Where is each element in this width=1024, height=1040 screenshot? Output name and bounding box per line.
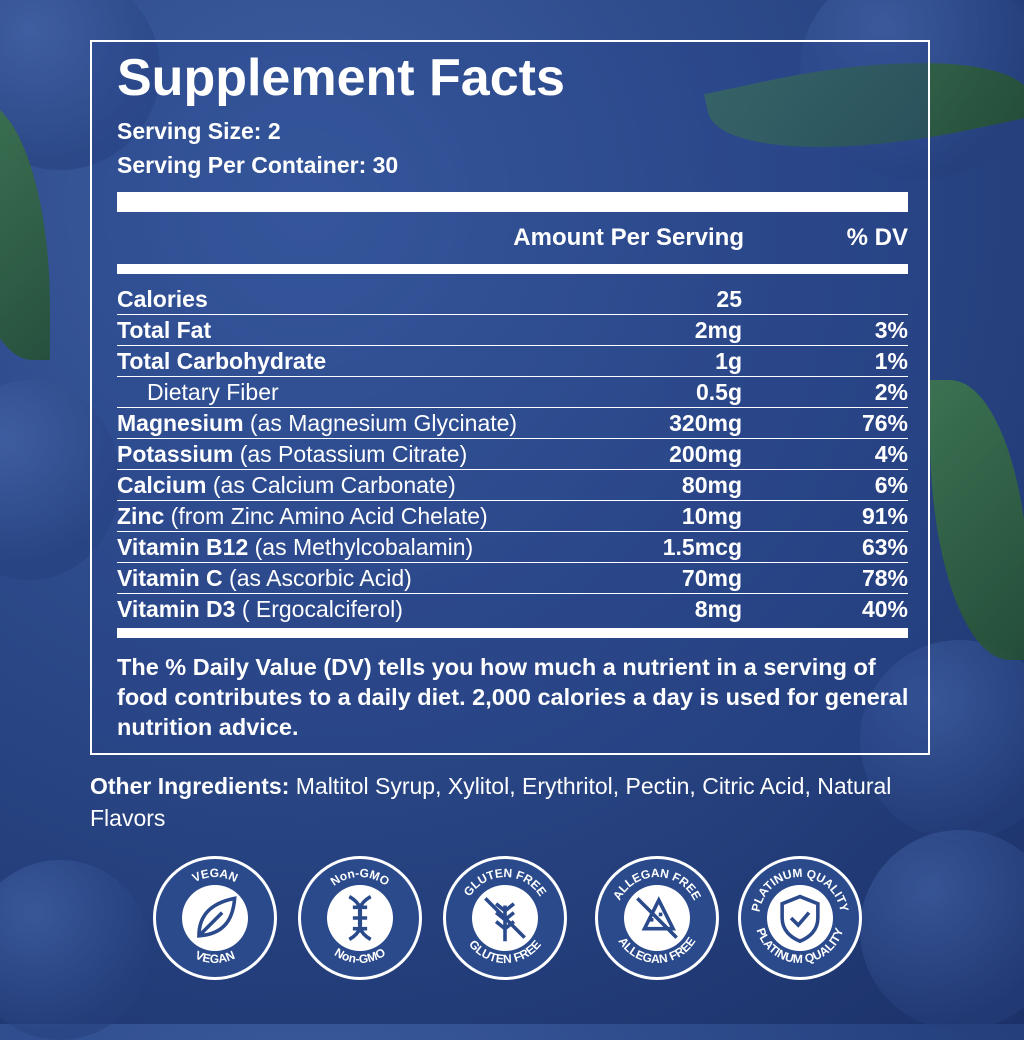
nutrient-amount: 8mg <box>694 596 742 622</box>
table-row: Calcium (as Calcium Carbonate) 80mg 6% <box>117 469 908 501</box>
table-row: Vitamin D3 ( Ergocalciferol) 8mg 40% <box>117 593 908 624</box>
table-row: Magnesium (as Magnesium Glycinate) 320mg 7… <box>117 407 908 439</box>
badge-label: Non-GMO <box>328 866 392 889</box>
other-ingredients: Other Ingredients: Maltitol Syrup, Xylit… <box>90 770 970 834</box>
nutrient-dv: 6% <box>874 472 908 498</box>
dv-note: The % Daily Value (DV) tells you how muc… <box>117 654 909 740</box>
header-amount: Amount Per Serving <box>513 224 744 251</box>
nutrient-name: Calcium (as Calcium Carbonate) <box>117 472 456 498</box>
nutrient-amount: 25 <box>716 286 742 312</box>
nutrient-name: Calories <box>117 286 208 312</box>
leaf-icon <box>197 896 237 938</box>
svg-text:VEGAN: VEGAN <box>193 948 237 966</box>
dna-icon <box>348 895 372 941</box>
nutrient-dv: 4% <box>874 441 908 467</box>
table-row: Vitamin C (as Ascorbic Acid) 70mg 78% <box>117 562 908 594</box>
nutrient-amount: 70mg <box>681 565 742 591</box>
divider-medium <box>117 628 908 638</box>
nutrient-dv: 2% <box>874 379 908 405</box>
nutrient-dv: 3% <box>874 317 908 343</box>
svg-text:Non-GMO: Non-GMO <box>328 866 392 889</box>
badge-label-bottom: VEGAN <box>193 948 237 966</box>
shield-check-icon <box>780 894 820 943</box>
table-row: Vitamin B12 (as Methylcobalamin) 1.5mcg 63… <box>117 531 908 563</box>
nutrient-name: Total Carbohydrate <box>117 348 327 374</box>
nutrient-dv: 91% <box>861 503 908 529</box>
badge-non-gmo: Non-GMO Non-GMO <box>298 856 422 980</box>
table-row: Calories 25 <box>117 283 908 315</box>
nutrient-name: Dietary Fiber <box>147 379 279 405</box>
nutrient-amount: 2mg <box>694 317 742 343</box>
nutrient-amount: 80mg <box>681 472 742 498</box>
nutrient-dv: 76% <box>861 410 908 436</box>
nutrient-name: Vitamin D3 ( Ergocalciferol) <box>117 596 403 622</box>
svg-text:Non-GMO: Non-GMO <box>332 945 388 966</box>
page-title: Supplement Facts <box>117 49 565 107</box>
nutrient-dv: 40% <box>861 596 908 622</box>
servings-per-container: Serving Per Container: 30 <box>117 152 399 178</box>
allergen-crossed-icon <box>636 896 678 939</box>
nutrient-name: Total Fat <box>117 317 212 343</box>
nutrient-name: Potassium (as Potassium Citrate) <box>117 441 468 467</box>
divider-thick <box>117 192 908 212</box>
badge-platinum-quality: PLATINUM QUALITY PLATINUM QUALITY <box>738 856 862 980</box>
nutrient-name: Vitamin B12 (as Methylcobalamin) <box>117 534 474 560</box>
table-row: Total Carbohydrate 1g 1% <box>117 345 908 377</box>
nutrient-name: Zinc (from Zinc Amino Acid Chelate) <box>117 503 488 529</box>
nutrient-amount: 10mg <box>681 503 742 529</box>
badge-vegan: VEGAN VEGAN <box>153 856 277 980</box>
nutrient-dv: 1% <box>874 348 908 374</box>
svg-text:VEGAN: VEGAN <box>190 866 240 885</box>
badge-gluten-free: GLUTEN FREE GLUTEN FREE <box>443 856 567 980</box>
table-row: Total Fat 2mg 3% <box>117 314 908 346</box>
wheat-crossed-icon <box>484 897 526 942</box>
badge-label-bottom: Non-GMO <box>332 945 388 966</box>
table-row: Dietary Fiber 0.5g 2% <box>117 376 908 408</box>
nutrient-name: Vitamin C (as Ascorbic Acid) <box>117 565 412 591</box>
nutrient-amount: 0.5g <box>695 379 742 405</box>
header-dv: % DV <box>846 224 908 251</box>
table-row: Zinc (from Zinc Amino Acid Chelate) 10mg 9… <box>117 500 908 532</box>
nutrient-amount: 1g <box>715 348 742 374</box>
divider-medium <box>117 264 908 274</box>
badge-allegan-free: ALLEGAN FREE ALLEGAN FREE <box>595 856 719 980</box>
nutrient-dv: 78% <box>861 565 908 591</box>
nutrient-amount: 200mg <box>669 441 742 467</box>
nutrient-name: Magnesium (as Magnesium Glycinate) <box>117 410 518 436</box>
nutrient-amount: 1.5mcg <box>662 534 742 560</box>
serving-size: Serving Size: 2 <box>117 118 281 144</box>
table-row: Potassium (as Potassium Citrate) 200mg 4% <box>117 438 908 470</box>
nutrient-amount: 320mg <box>669 410 742 436</box>
other-ingredients-value: Maltitol Syrup, Xylitol, Erythritol, Pec… <box>90 773 892 831</box>
badge-label: VEGAN <box>190 866 240 885</box>
other-ingredients-label: Other Ingredients: <box>90 773 290 799</box>
nutrient-dv: 63% <box>861 534 908 560</box>
